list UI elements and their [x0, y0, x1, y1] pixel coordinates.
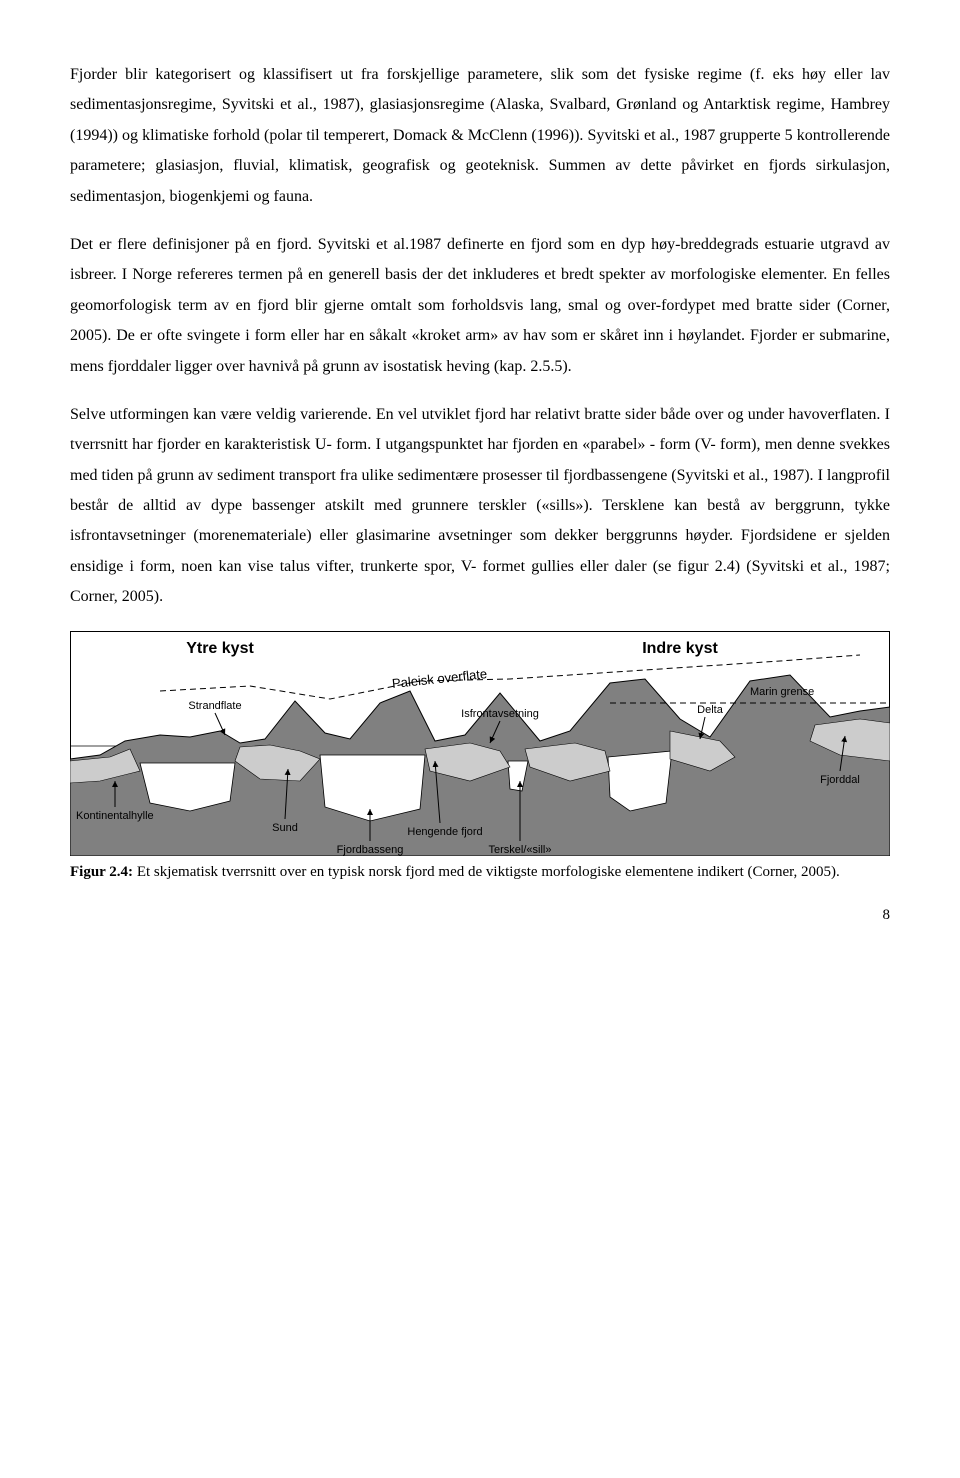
svg-text:Hengende fjord: Hengende fjord	[407, 826, 482, 838]
caption-label: Figur 2.4:	[70, 864, 133, 880]
page-number: 8	[70, 901, 890, 930]
paragraph-3: Selve utformingen kan være veldig varier…	[70, 400, 890, 613]
svg-text:Indre kyst: Indre kyst	[642, 640, 718, 657]
svg-text:Delta: Delta	[697, 704, 724, 716]
figure-2-4: Ytre kystIndre kystPaleisk overflateStra…	[70, 631, 890, 856]
paragraph-2: Det er flere definisjoner på en fjord. S…	[70, 230, 890, 382]
svg-text:Kontinentalhylle: Kontinentalhylle	[76, 810, 154, 822]
caption-text: Et skjematisk tverrsnitt over en typisk …	[133, 864, 840, 880]
figure-caption: Figur 2.4: Et skjematisk tverrsnitt over…	[70, 862, 890, 883]
svg-text:Fjorddal: Fjorddal	[820, 774, 860, 786]
svg-text:Fjordbasseng: Fjordbasseng	[337, 844, 404, 856]
svg-text:Isfrontavsetning: Isfrontavsetning	[461, 708, 539, 720]
svg-text:Ytre kyst: Ytre kyst	[186, 640, 254, 657]
svg-text:Marin grense: Marin grense	[750, 686, 814, 698]
paragraph-1: Fjorder blir kategorisert og klassifiser…	[70, 60, 890, 212]
svg-text:Strandflate: Strandflate	[188, 700, 241, 712]
fjord-cross-section-diagram: Ytre kystIndre kystPaleisk overflateStra…	[70, 631, 890, 856]
svg-text:Sund: Sund	[272, 822, 298, 834]
svg-text:Terskel/«sill»: Terskel/«sill»	[489, 844, 552, 856]
